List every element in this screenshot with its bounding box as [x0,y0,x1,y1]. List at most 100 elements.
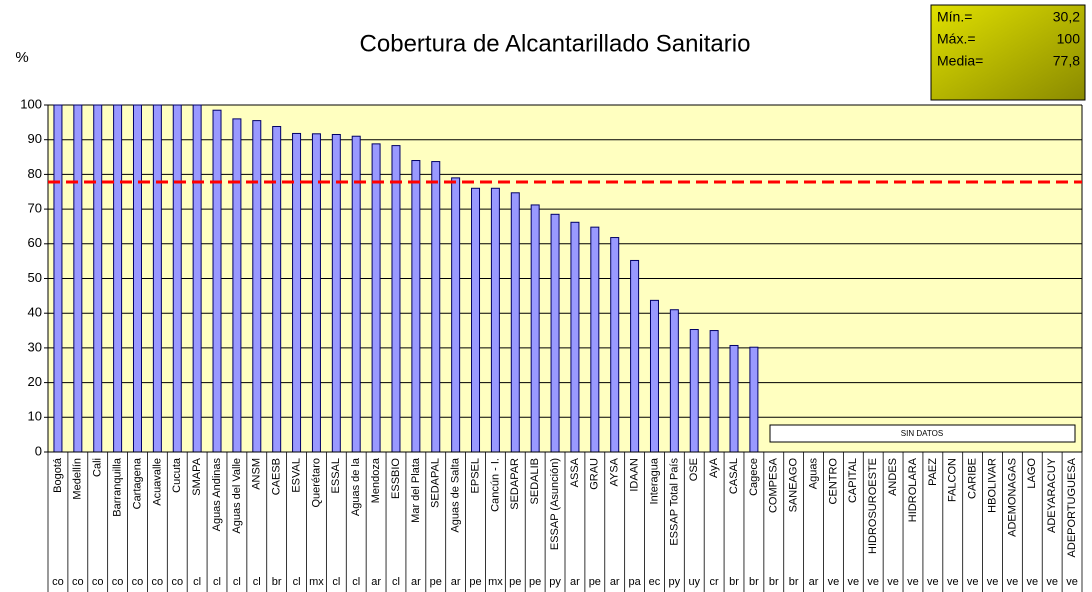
bar [73,104,83,453]
x-tick-label: Bogotá [52,457,64,493]
y-tick-label: 100 [20,96,42,111]
country-label: ve [1066,576,1078,588]
y-axis-label: % [15,49,28,66]
x-tick-label: ADEYARACUY [1046,457,1058,533]
country-label: cl [213,576,221,588]
stat-value: 30,2 [1053,9,1080,25]
bar [53,104,63,453]
country-label: ar [610,576,620,588]
country-label: cl [293,576,301,588]
country-label: ar [411,576,421,588]
country-label: ar [809,576,819,588]
x-tick-label: HIDROLARA [907,457,919,522]
bar [709,330,719,453]
country-label: ar [570,576,580,588]
country-label: pe [430,576,442,588]
bar [570,221,580,453]
bar [749,346,759,453]
country-label: ve [907,576,919,588]
x-tick-label: Aguas [807,458,819,490]
bar [371,143,381,453]
x-tick-label: ADEMONAGAS [1006,458,1018,537]
country-label: co [112,576,124,588]
x-tick-label: AyA [708,457,720,478]
country-label: pa [628,576,641,588]
country-label: pe [509,576,521,588]
country-label: ve [927,576,939,588]
no-data-box [769,424,1076,443]
country-label: br [729,576,739,588]
y-tick-label: 90 [28,131,42,146]
y-tick-label: 40 [28,305,42,320]
country-label: co [171,576,183,588]
x-tick-label: Mar del Plata [410,457,422,523]
country-label: br [769,576,779,588]
y-tick-label: 0 [35,443,42,458]
country-label: pe [529,576,541,588]
bar [93,104,103,453]
x-tick-label: Aguas de la [350,457,362,516]
x-tick-label: CAESB [271,458,283,495]
y-tick-label: 10 [28,409,42,424]
country-label: cl [332,576,340,588]
x-tick-label: Medellín [72,458,84,500]
x-tick-label: ESSAP (Asunción) [549,458,561,550]
bar [451,177,461,453]
country-label: ve [967,576,979,588]
y-tick-label: 50 [28,270,42,285]
stat-label: Mín.= [937,9,972,25]
x-tick-label: SEDALIB [529,458,541,504]
bar [132,104,142,453]
country-label: ve [828,576,840,588]
country-label: ec [649,576,661,588]
stat-label: Media= [937,53,983,69]
x-tick-label: Aguas de Salta [450,457,462,532]
country-label: br [789,576,799,588]
country-label: ve [1026,576,1038,588]
country-label: co [92,576,104,588]
bar [530,204,540,453]
y-tick-label: 70 [28,201,42,216]
chart-title: Cobertura de Alcantarillado Sanitario [360,30,751,57]
x-tick-label: COMPESA [768,457,780,513]
bar [272,126,282,453]
country-label: co [72,576,84,588]
x-tick-label: ESSAP Total País [668,458,680,546]
bar [391,145,401,453]
x-tick-label: ESSBIO [390,458,402,499]
bar [113,104,123,453]
bar [669,309,679,453]
x-tick-label: ASSA [569,457,581,487]
x-tick-label: Interagua [648,457,660,504]
country-label: ve [887,576,899,588]
x-tick-label: EPSEL [469,458,481,493]
x-tick-label: SMAPA [191,457,203,495]
x-tick-label: ESSAL [330,458,342,493]
country-label: cl [193,576,201,588]
x-tick-label: ANSM [251,458,263,490]
bar [232,118,242,453]
stats-box [930,4,1086,101]
x-tick-label: GRAU [589,458,601,490]
bar [649,299,659,453]
country-label: co [152,576,164,588]
x-tick-label: SEDAPAL [430,458,442,508]
x-tick-label: CAPITAL [847,458,859,503]
x-tick-label: OSE [688,458,700,481]
x-tick-label: Acuavalle [151,458,163,506]
country-label: cl [233,576,241,588]
country-label: py [669,576,681,588]
x-tick-label: LAGO [1026,458,1038,489]
y-tick-label: 20 [28,374,42,389]
x-tick-label: ESVAL [290,458,302,493]
x-tick-label: IDAAN [629,458,641,492]
bar [192,104,202,453]
x-tick-label: Aguas del Valle [231,458,243,534]
country-label: ve [947,576,959,588]
bar [490,187,500,453]
x-tick-label: Querétaro [310,458,322,508]
y-tick-label: 80 [28,166,42,181]
x-tick-label: Cagece [748,458,760,496]
x-tick-label: Mendoza [370,457,382,503]
